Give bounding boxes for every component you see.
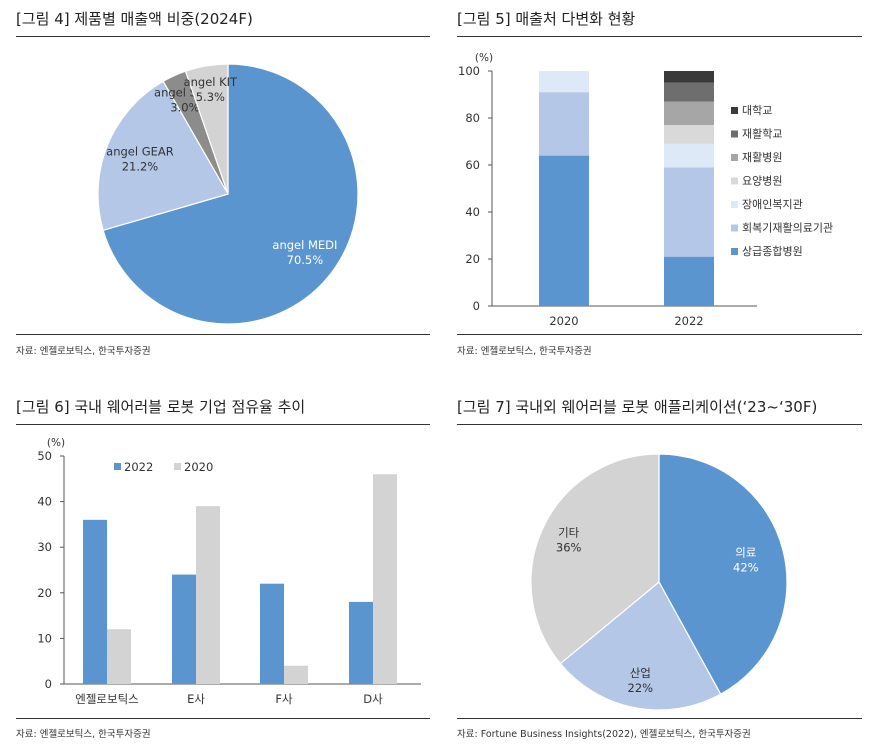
pie1-label-angel-medi: angel MEDI — [272, 238, 337, 252]
figure-5-source: 자료: 엔젤로보틱스, 한국투자증권 — [457, 346, 592, 357]
figure-4-source: 자료: 엔젤로보틱스, 한국투자증권 — [16, 346, 151, 357]
pie2-slice-기타 — [530, 453, 660, 665]
pie2-slice-의료 — [658, 453, 788, 695]
pie1-value-angel-medi: 70.5% — [287, 253, 324, 267]
bar2-y-tick-label: 40 — [37, 495, 52, 509]
bar2-x-label-f사: F사 — [275, 692, 293, 706]
bar1-segment-2022-재활병원 — [664, 101, 714, 126]
bar2-x-label-엔젤로보틱스: 엔젤로보틱스 — [75, 692, 138, 706]
pie2-value-의료: 42% — [733, 561, 759, 575]
pie1-label-angel-gear: angel GEAR — [106, 145, 174, 159]
bar1-segment-2022-재활학교 — [664, 82, 714, 102]
pie2-label-산업: 산업 — [630, 666, 651, 680]
bar2-bar-f사-2022 — [260, 583, 284, 684]
pie2-label-의료: 의료 — [735, 546, 756, 560]
figure-4-title: [그림 4] 제품별 매출액 비중(2024F) — [16, 10, 253, 28]
bar1-x-label-2022: 2022 — [674, 314, 703, 328]
bar2-legend-label-2022: 2022 — [124, 460, 153, 474]
bar1-y-tick-label: 100 — [458, 64, 480, 78]
pie1-slice-angel-medi — [102, 63, 359, 325]
pie2-slice-산업 — [559, 581, 722, 711]
bar1-legend-label-재활병원: 재활병원 — [742, 150, 782, 164]
bar1-y-tick-label: 20 — [465, 252, 480, 266]
figure-7-source: 자료: Fortune Business Insights(2022), 엔젤로… — [457, 729, 751, 740]
bar1-legend-swatch-재활학교 — [731, 130, 738, 138]
bar1-segment-2022-장애인복지관 — [664, 143, 714, 168]
bar2-legend-label-2020: 2020 — [184, 460, 213, 474]
figure-6-title: [그림 6] 국내 웨어러블 로봇 기업 점유율 추이 — [16, 398, 306, 416]
bar1-legend-label-상급종합병원: 상급종합병원 — [742, 245, 803, 258]
pie1-value-angel-suit: 3.0% — [170, 100, 199, 114]
bar2-legend-swatch-2020 — [174, 463, 181, 470]
bar1-segment-2020-상급종합병원 — [539, 155, 589, 306]
bar1-legend-swatch-회복기재활의료기관 — [731, 224, 738, 232]
bar2-bar-엔젤로보틱스-2022 — [83, 519, 107, 684]
bar2-y-tick-label: 0 — [45, 677, 52, 691]
figure-6-bottom-rule — [16, 718, 430, 719]
bar1-legend-label-대학교: 대학교 — [742, 104, 772, 117]
bar2-bar-f사-2020 — [284, 665, 308, 684]
pie2-value-기타: 36% — [556, 540, 582, 554]
figure-4-panel: [그림 4] 제품별 매출액 비중(2024F) angel MEDI 70.5%… — [16, 8, 430, 368]
bar1-legend-swatch-재활병원 — [731, 154, 738, 161]
bar2-unit-label: (%) — [47, 437, 65, 449]
figure-4-bottom-rule — [16, 334, 430, 335]
figure-6-source: 자료: 엔젤로보틱스, 한국투자증권 — [16, 729, 151, 740]
bar1-legend-swatch-요양병원 — [731, 177, 738, 185]
figure-5-top-rule — [457, 36, 862, 37]
pie2-value-산업: 22% — [628, 681, 654, 695]
bar2-x-label-e사: E사 — [187, 692, 205, 706]
bar2-bar-e사-2020 — [196, 506, 220, 684]
pie1-value-angel-kit: 5.3% — [196, 90, 225, 104]
bar1-unit-label: (%) — [475, 52, 493, 64]
bar1-y-tick-label: 80 — [465, 111, 480, 125]
figure-5-bottom-rule — [457, 334, 862, 335]
bar2-y-tick-label: 50 — [37, 449, 52, 463]
pie1-slice-angel-gear — [97, 80, 229, 232]
bar1-segment-2022-대학교 — [664, 71, 714, 83]
figure-6-top-rule — [16, 424, 430, 425]
bar1-legend-label-재활학교: 재활학교 — [742, 127, 782, 141]
bar2-y-tick-label: 20 — [37, 586, 52, 600]
figure-7-bottom-rule — [457, 718, 862, 719]
bar1-segment-2020-회복기재활의료기관 — [539, 92, 589, 156]
bar1-y-tick-label: 40 — [465, 205, 480, 219]
bar1-legend-swatch-장애인복지관 — [731, 201, 738, 208]
pie1-label-angel-kit: angel KIT — [184, 75, 238, 89]
bar2-bar-d사-2022 — [349, 601, 373, 684]
bar1-legend-swatch-대학교 — [731, 107, 738, 114]
bar1-legend-label-장애인복지관: 장애인복지관 — [742, 198, 803, 211]
bar1-segment-2020-장애인복지관 — [539, 71, 589, 93]
bar1-legend-swatch-상급종합병원 — [731, 248, 738, 255]
bar2-bar-e사-2022 — [172, 574, 196, 684]
bar2-x-label-d사: D사 — [363, 692, 383, 706]
bar2-y-tick-label: 10 — [37, 631, 52, 645]
bar2-bar-엔젤로보틱스-2020 — [107, 629, 131, 684]
figure-7-top-rule — [457, 424, 862, 425]
bar2-y-tick-label: 30 — [37, 540, 52, 554]
bar1-legend-label-요양병원: 요양병원 — [742, 175, 782, 188]
figure-5-panel: [그림 5] 매출처 다변화 현황 0 20 40 60 80 100 (%) 2020 202… — [457, 8, 862, 368]
bar1-y-tick-label: 0 — [473, 299, 480, 313]
bar1-x-label-2020: 2020 — [549, 314, 578, 328]
figure-6-panel: [그림 6] 국내 웨어러블 로봇 기업 점유율 추이 0 10 20 30 40 50(… — [16, 396, 430, 752]
figure-7-title: [그림 7] 국내외 웨어러블 로봇 애플리케이션(‘23~‘30F) — [457, 398, 818, 416]
bar1-y-tick-label: 60 — [465, 158, 480, 172]
bar1-legend-label-회복기재활의료기관: 회복기재활의료기관 — [742, 221, 833, 235]
market-share-bar-chart: 0 10 20 30 40 50(%) 엔젤로보틱스 E사 F사 D사 2022 2020 — [37, 437, 421, 706]
pie1-slice-angel-kit — [184, 63, 229, 195]
figure-5-title: [그림 5] 매출처 다변화 현황 — [457, 10, 636, 28]
pie2-label-기타: 기타 — [558, 525, 580, 539]
bar2-bar-d사-2020 — [373, 474, 397, 684]
figure-4-top-rule — [16, 36, 430, 37]
bar2-legend-swatch-2022 — [114, 463, 121, 470]
pie1-value-angel-gear: 21.2% — [122, 160, 159, 174]
bar1-segment-2022-요양병원 — [664, 125, 714, 144]
customer-mix-stacked-bar-chart: 0 20 40 60 80 100(%) 2020 2022 대학교재활학교재활병원요양병원장애… — [458, 52, 833, 328]
bar1-segment-2022-회복기재활의료기관 — [664, 167, 714, 257]
bar1-segment-2022-상급종합병원 — [664, 256, 714, 306]
figure-7-panel: [그림 7] 국내외 웨어러블 로봇 애플리케이션(‘23~‘30F) 의료 42… — [457, 396, 862, 752]
